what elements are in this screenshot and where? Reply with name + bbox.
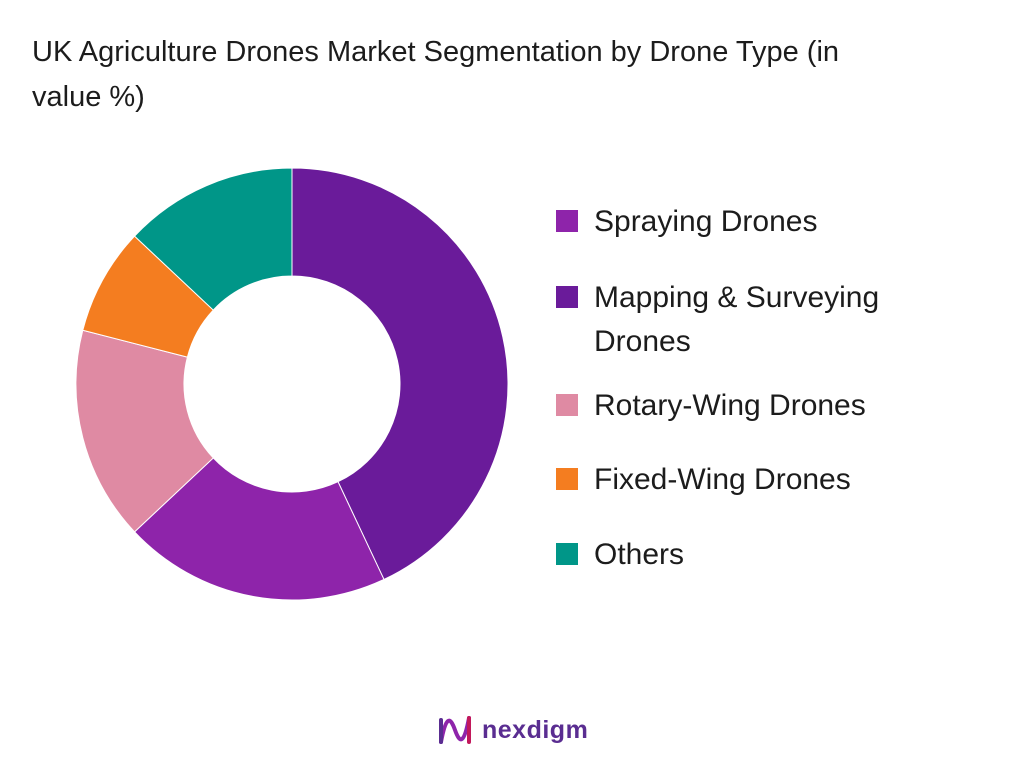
legend-label-mapping: Mapping & Surveying Drones	[594, 281, 880, 358]
slice-mapping-surveying-drones	[291, 167, 509, 581]
brand-logo: nexdigm	[438, 712, 588, 748]
legend-swatch-spraying	[556, 210, 578, 232]
legend-label-spraying: Spraying Drones	[594, 205, 818, 238]
donut-slices	[75, 167, 509, 601]
legend-swatch-rotary	[556, 394, 578, 416]
legend-label-fixed: Fixed-Wing Drones	[594, 463, 851, 496]
legend-label-others: Others	[594, 538, 685, 571]
legend-label-rotary: Rotary-Wing Drones	[594, 389, 866, 422]
legend-item-rotary-wing-drones: Rotary-Wing Drones	[556, 384, 974, 428]
legend-item-spraying-drones: Spraying Drones	[556, 200, 974, 244]
legend-swatch-others	[556, 543, 578, 565]
legend-swatch-mapping	[556, 286, 578, 308]
slice-others	[133, 167, 293, 311]
legend-item-mapping-surveying-drones: Mapping & Surveying Drones	[556, 276, 974, 364]
nexdigm-logo-icon	[439, 716, 471, 744]
legend-item-others: Others	[556, 533, 974, 577]
legend-item-fixed-wing-drones: Fixed-Wing Drones	[556, 458, 974, 502]
chart-title: UK Agriculture Drones Market Segmentatio…	[32, 36, 840, 113]
brand-name: nexdigm	[482, 715, 589, 744]
legend-swatch-fixed	[556, 468, 578, 490]
slice-rotary-wing-drones	[75, 329, 214, 533]
slice-spraying-drones	[133, 457, 385, 601]
